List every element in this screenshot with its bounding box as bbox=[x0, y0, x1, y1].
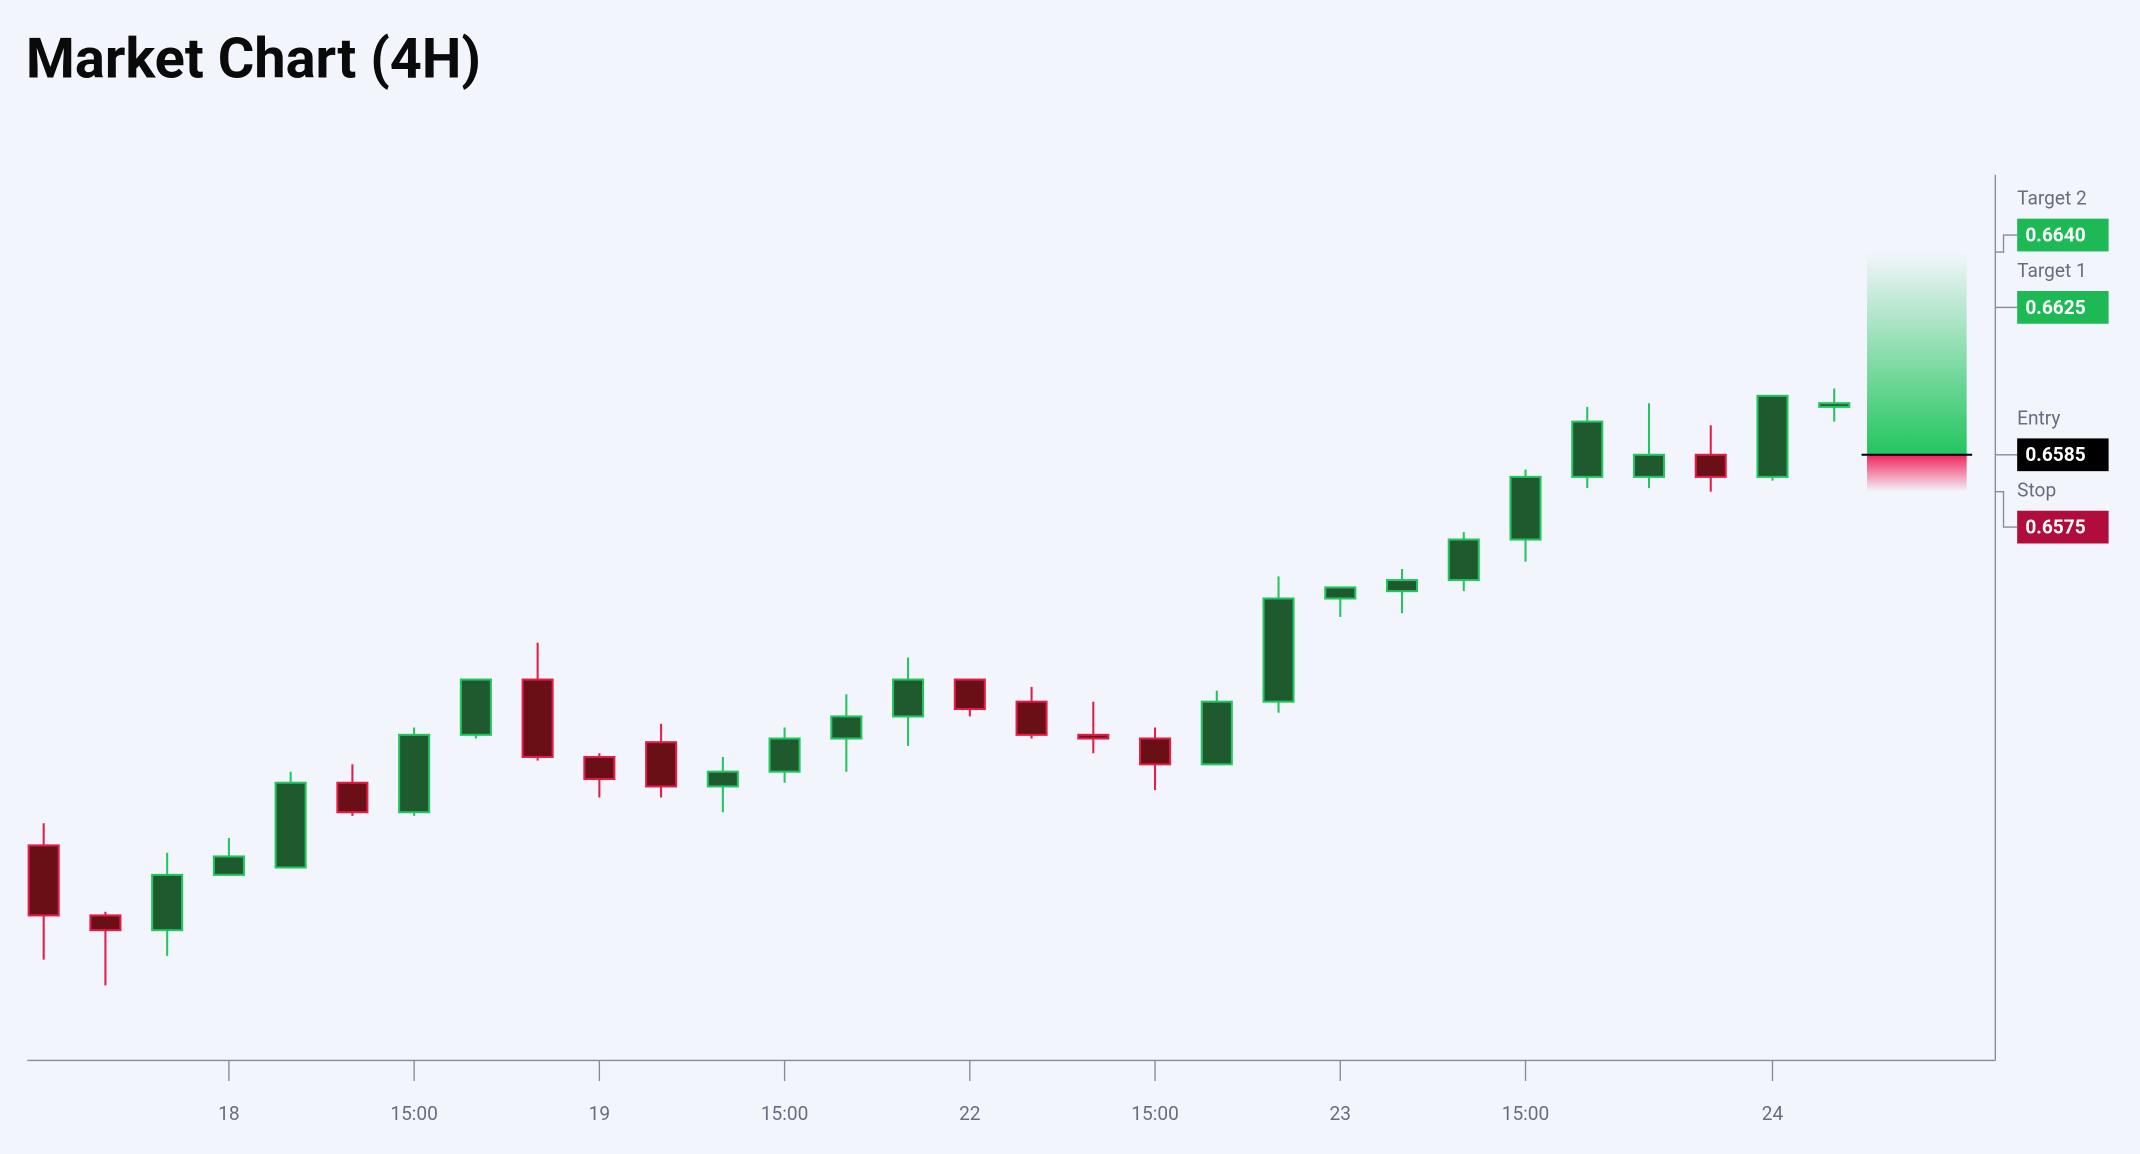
chart-title: Market Chart (4H) bbox=[26, 26, 481, 92]
candle-body bbox=[1756, 394, 1789, 478]
candle-body bbox=[1077, 733, 1110, 740]
candle-body bbox=[1015, 700, 1048, 736]
candle-body bbox=[892, 678, 925, 718]
x-tick-label: 15:00 bbox=[761, 1102, 809, 1125]
candle-body bbox=[336, 781, 369, 814]
candle-body bbox=[830, 715, 863, 740]
candle-body bbox=[583, 755, 616, 781]
level-name: Target 1 bbox=[2017, 259, 2087, 282]
candle-body bbox=[459, 678, 492, 736]
candle-body bbox=[398, 733, 431, 814]
candle-body bbox=[89, 914, 122, 932]
candle-body bbox=[27, 844, 60, 917]
candle-body bbox=[1324, 586, 1357, 600]
candle-body bbox=[521, 678, 554, 758]
candle-body bbox=[1139, 737, 1172, 766]
candle-body bbox=[1694, 453, 1727, 478]
x-tick-label: 22 bbox=[959, 1102, 981, 1125]
level-price: 0.6585 bbox=[2025, 443, 2085, 466]
candle-body bbox=[1200, 700, 1233, 766]
level-price-box bbox=[2017, 218, 2109, 252]
candle-body bbox=[645, 741, 678, 788]
x-tick-label: 19 bbox=[589, 1102, 610, 1125]
level-price: 0.6625 bbox=[2025, 296, 2085, 319]
level-price-box bbox=[2017, 291, 2109, 324]
candle-body bbox=[151, 873, 184, 932]
candle-body bbox=[1632, 453, 1666, 478]
candle-body bbox=[1447, 538, 1480, 582]
level-name: Entry bbox=[2017, 406, 2060, 429]
candle-body bbox=[1509, 475, 1542, 541]
candle-body bbox=[1818, 402, 1851, 408]
level-name: Stop bbox=[2017, 479, 2056, 502]
candle-body bbox=[1571, 420, 1604, 478]
candle-body bbox=[1385, 579, 1419, 593]
level-price: 0.6575 bbox=[2025, 516, 2085, 539]
candle-body bbox=[953, 678, 986, 711]
level-name: Target 2 bbox=[2017, 187, 2087, 210]
candle-body bbox=[768, 737, 801, 773]
candle-body bbox=[706, 770, 739, 788]
level-connector bbox=[1995, 490, 2018, 528]
profit-zone bbox=[1867, 252, 1967, 455]
x-tick-label: 18 bbox=[218, 1102, 239, 1125]
candle-body bbox=[274, 781, 307, 869]
level-price-box bbox=[2017, 510, 2109, 544]
x-tick-label: 23 bbox=[1330, 1102, 1351, 1125]
x-tick-label: 15:00 bbox=[1131, 1102, 1179, 1125]
loss-zone bbox=[1867, 454, 1967, 492]
level-price-box bbox=[2017, 438, 2109, 472]
x-tick-label: 15:00 bbox=[1502, 1102, 1550, 1125]
candle-body bbox=[1262, 597, 1295, 703]
level-connector bbox=[1995, 234, 2018, 253]
candle-body bbox=[212, 855, 245, 876]
x-tick-label: 15:00 bbox=[390, 1102, 438, 1125]
x-tick-label: 24 bbox=[1762, 1102, 1784, 1125]
level-price: 0.6640 bbox=[2025, 223, 2085, 246]
